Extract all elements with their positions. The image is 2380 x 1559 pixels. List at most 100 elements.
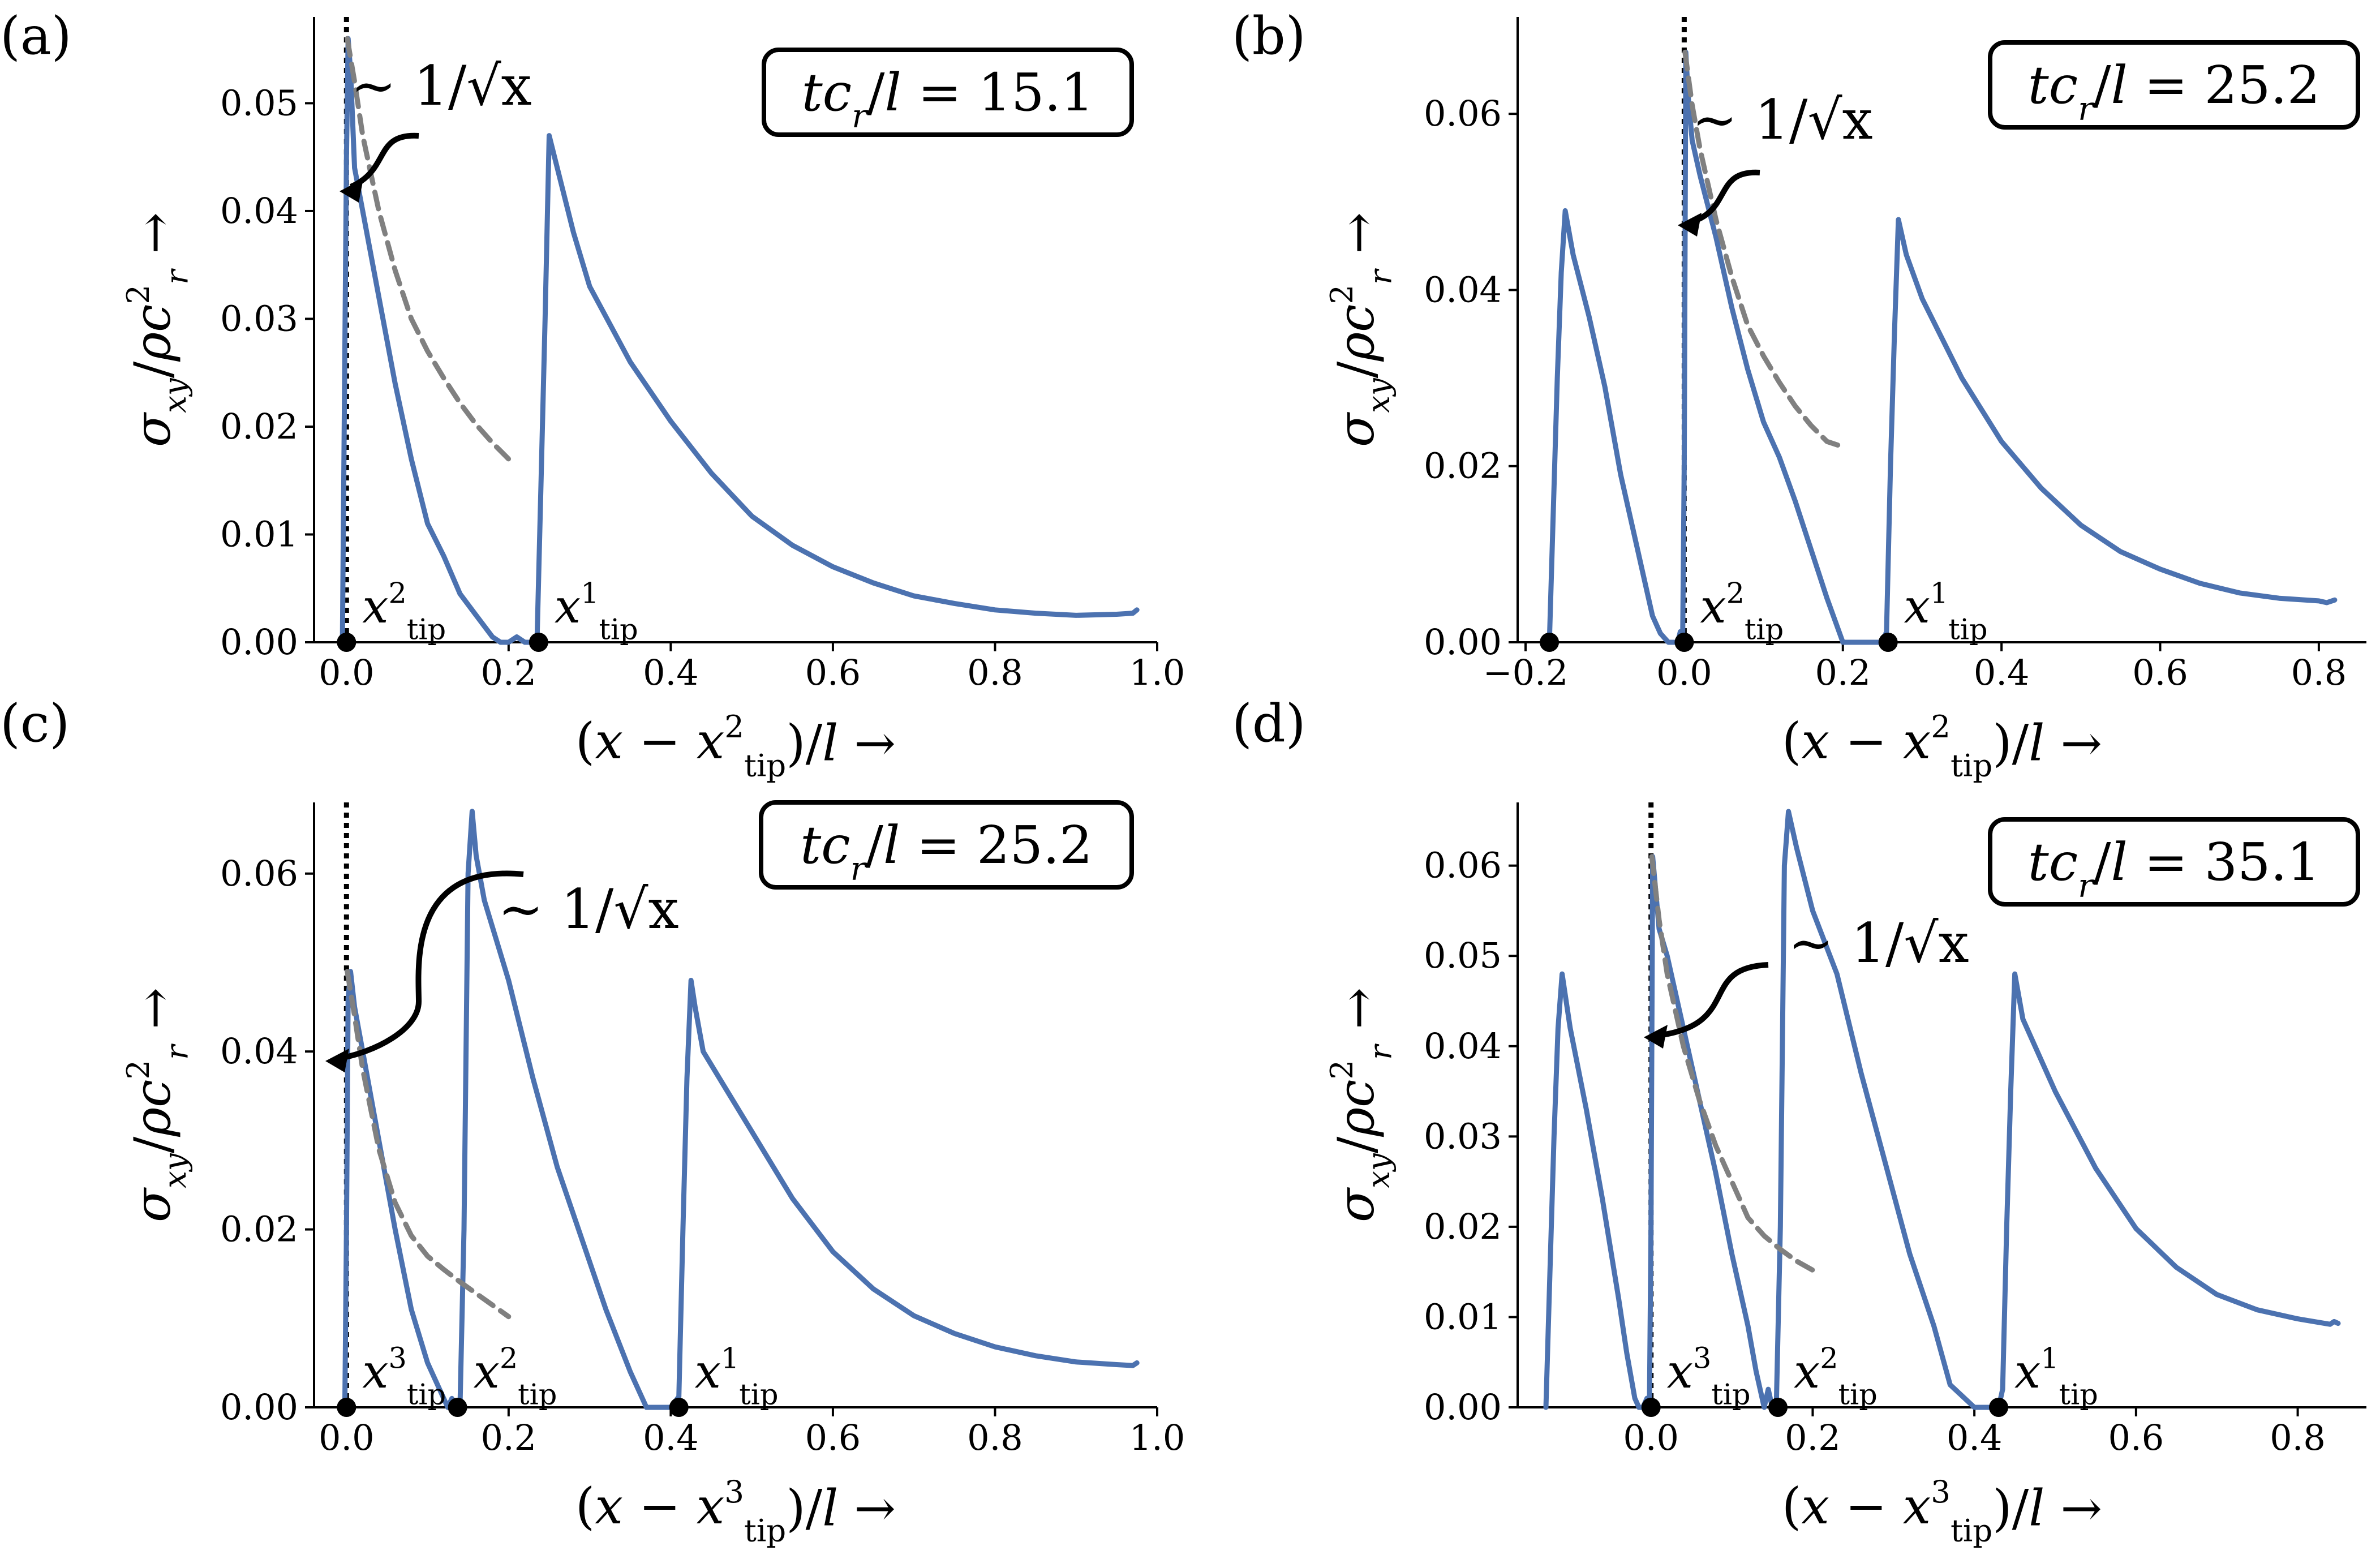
panel-d: (d) 0.0 0.2 0.4 0.6 0.8 0.00 0.01 0.02 0.03 0.04 0.…	[1232, 693, 2366, 1549]
x-axis-label: (x − x2tip)/l →	[1782, 708, 2102, 784]
annotation-arrow	[1691, 169, 1760, 225]
x-tick-label: 0.2	[1815, 652, 1871, 693]
x-tick-label: 0.8	[2270, 1417, 2326, 1458]
y-axis-label-group: σxy/ρc2r →	[1324, 987, 1399, 1222]
tip-label: x2tip	[1794, 1342, 1878, 1411]
x-tick-label: 0.0	[319, 1417, 375, 1458]
panel-label: (d)	[1232, 693, 1306, 754]
tip-marker	[1540, 633, 1560, 652]
y-tick-label: 0.02	[1424, 1206, 1502, 1247]
scaling-annotation: ~ 1/√x	[1788, 912, 1969, 975]
x-tick-label: −0.2	[1483, 652, 1569, 693]
annotation-arrowhead	[1678, 213, 1702, 237]
x-tick-label: 0.4	[1974, 652, 2030, 693]
x-tick-label: 0.8	[967, 1417, 1023, 1458]
panel-label: (c)	[0, 693, 70, 754]
y-axis-label: σxy/ρc2r →	[120, 212, 195, 447]
y-tick-label: 0.04	[220, 190, 298, 231]
tip-label: x3tip	[1667, 1342, 1751, 1411]
time-label: tcr/l = 25.2	[800, 815, 1093, 887]
y-tick-label: 0.00	[220, 621, 298, 663]
y-tick-label: 0.02	[1424, 445, 1502, 487]
stress-curve	[340, 36, 1140, 645]
tip-marker	[1989, 1398, 2008, 1417]
y-tick-label: 0.05	[1424, 935, 1502, 976]
x-tick-label: 0.2	[481, 1417, 537, 1458]
y-tick-label: 0.03	[220, 298, 298, 339]
x-tick-label: 0.6	[805, 652, 861, 693]
tip-marker	[448, 1398, 467, 1417]
stress-curve	[1546, 49, 2338, 645]
x-tick-label: 0.4	[643, 652, 699, 693]
x-tick-label: 1.0	[1129, 1417, 1185, 1458]
x-axis-label: (x − x3tip)/l →	[1782, 1474, 2102, 1549]
fit-curve	[345, 36, 512, 462]
y-axis-label: σxy/ρc2r →	[120, 987, 195, 1222]
x-tick-label: 0.4	[643, 1417, 699, 1458]
tip-marker	[1768, 1398, 1788, 1417]
tip-label: x1tip	[2014, 1342, 2098, 1411]
tip-marker	[337, 1398, 356, 1417]
y-tick-label: 0.01	[220, 513, 298, 555]
x-axis-label: (x − x3tip)/l →	[575, 1474, 896, 1549]
y-axis-label-group: σxy/ρc2r →	[120, 212, 195, 447]
scaling-annotation: ~ 1/√x	[351, 54, 532, 118]
fit-curve	[1649, 854, 1815, 1273]
y-tick-label: 0.01	[1424, 1296, 1502, 1337]
x-tick-label: 0.2	[481, 652, 537, 693]
x-axis-label: (x − x2tip)/l →	[575, 708, 896, 784]
y-tick-label: 0.06	[1424, 845, 1502, 886]
y-tick-label: 0.04	[1424, 1025, 1502, 1067]
time-label-box	[762, 48, 1134, 137]
tip-label: x2tip	[362, 577, 446, 646]
scaling-annotation: ~ 1/√x	[498, 878, 679, 941]
x-tick-label: 0.6	[2132, 652, 2188, 693]
y-tick-label: 0.02	[220, 1209, 298, 1250]
y-tick-label: 0.06	[1424, 93, 1502, 134]
annotation-arrow	[349, 132, 419, 190]
x-tick-label: 0.6	[2108, 1417, 2164, 1458]
annotation-arrowhead	[340, 179, 363, 203]
x-tick-label: 0.0	[1656, 652, 1712, 693]
x-tick-label: 1.0	[1129, 652, 1185, 693]
y-tick-label: 0.04	[1424, 269, 1502, 310]
annotation-arrowhead	[325, 1049, 349, 1072]
tip-label: x1tip	[555, 577, 638, 646]
time-label-box	[1988, 817, 2360, 907]
panel-c: (c) 0.0 0.2 0.4 0.6 0.8 1.0 0.00 0.02 0.04 0.06 (x …	[0, 693, 1185, 1549]
x-tick-label: 0.6	[805, 1417, 861, 1458]
y-tick-label: 0.03	[1424, 1115, 1502, 1157]
x-tick-label: 0.8	[967, 652, 1023, 693]
x-tick-label: 0.0	[319, 652, 375, 693]
y-tick-label: 0.02	[220, 406, 298, 447]
annotation-arrowhead	[1644, 1025, 1668, 1049]
y-axis-label-group: σxy/ρc2r →	[120, 987, 195, 1222]
fit-curve	[345, 969, 512, 1320]
x-tick-label: 0.8	[2291, 652, 2347, 693]
tip-marker	[1674, 633, 1694, 652]
y-tick-label: 0.06	[220, 853, 298, 894]
tip-label: x3tip	[362, 1342, 446, 1411]
panel-label: (b)	[1232, 6, 1306, 66]
time-label: tcr/l = 15.1	[802, 62, 1094, 135]
y-axis-label-group: σxy/ρc2r →	[1324, 212, 1399, 447]
y-tick-label: 0.00	[1424, 1386, 1502, 1428]
scaling-annotation: ~ 1/√x	[1692, 88, 1873, 152]
x-tick-label: 0.2	[1785, 1417, 1841, 1458]
panel-label: (a)	[0, 6, 72, 66]
stress-curve	[342, 809, 1140, 1410]
x-tick-label: 0.4	[1947, 1417, 2003, 1458]
y-axis-label: σxy/ρc2r →	[1324, 987, 1399, 1222]
tip-label: x1tip	[1904, 577, 1988, 646]
time-label-box	[1988, 40, 2360, 130]
tip-marker	[1878, 633, 1898, 652]
y-tick-label: 0.05	[220, 82, 298, 123]
panel-b: (b) −0.2 0.0 0.2 0.4 0.6 0.8 0.00 0.02 0.04 0.06 (x…	[1232, 6, 2366, 784]
tip-marker	[337, 633, 356, 652]
tip-label: x2tip	[1700, 577, 1784, 646]
y-tick-label: 0.00	[1424, 621, 1502, 663]
time-label: tcr/l = 35.1	[2028, 832, 2321, 904]
time-label-box	[759, 800, 1134, 890]
y-axis-label: σxy/ρc2r →	[1324, 212, 1399, 447]
